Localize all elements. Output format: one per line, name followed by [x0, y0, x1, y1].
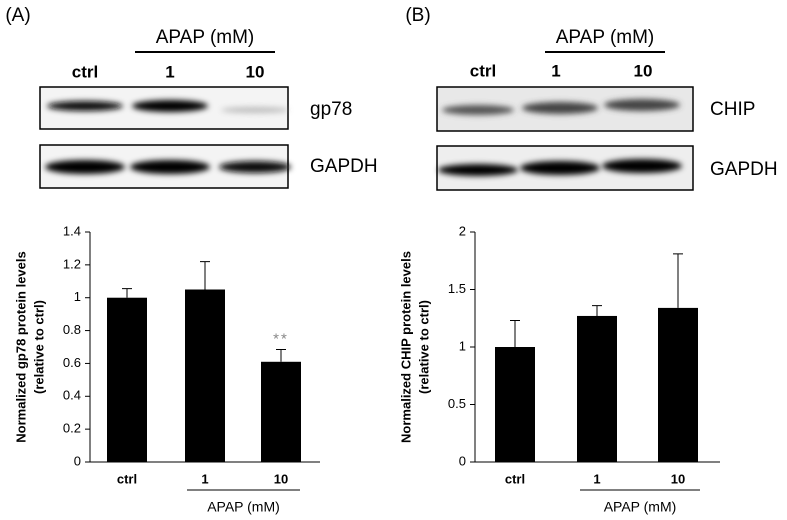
panel-label: (B): [405, 5, 430, 26]
x-tick-label: 1: [593, 471, 600, 486]
bar: [495, 347, 535, 462]
y-tick-label: 0.5: [448, 396, 466, 411]
lane-label: 1: [165, 62, 174, 81]
group-label: APAP (mM): [604, 499, 677, 515]
y-tick-label: 2: [459, 223, 466, 238]
bar: [658, 307, 698, 462]
y-tick-label: 0.4: [63, 388, 81, 403]
lane-label: 1: [551, 61, 560, 80]
y-tick-label: 0.8: [63, 322, 81, 337]
y-tick-label: 0: [459, 453, 466, 468]
y-tick-label: 0: [74, 453, 81, 468]
blot-b: [436, 86, 694, 191]
x-tick-label: ctrl: [117, 471, 137, 486]
bar: [261, 361, 301, 462]
lane-label: ctrl: [470, 61, 496, 80]
group-label: APAP (mM): [207, 499, 280, 515]
error-bar: [276, 348, 286, 362]
y-tick-label: 1.5: [448, 281, 466, 296]
treatment-label: APAP (mM): [156, 27, 255, 48]
bar: [107, 297, 147, 462]
bar: [185, 289, 225, 462]
significance: **: [273, 330, 289, 347]
lane-label: ctrl: [72, 62, 98, 81]
error-bar: [592, 305, 602, 316]
y-tick-label: 1: [459, 338, 466, 353]
y-axis-label: (relative to ctrl): [31, 300, 46, 394]
y-tick-label: 0.6: [63, 355, 81, 370]
bar: [577, 315, 617, 462]
band-label: gp78: [310, 99, 352, 120]
y-axis-label: Normalized gp78 protein levels: [13, 251, 28, 442]
y-axis-label: Normalized CHIP protein levels: [398, 251, 413, 443]
x-tick-label: 10: [671, 471, 685, 486]
x-tick-label: 1: [201, 471, 208, 486]
y-tick-label: 1.2: [63, 256, 81, 271]
lane-label: 10: [246, 62, 265, 81]
y-axis-label: (relative to ctrl): [416, 300, 431, 394]
y-tick-label: 1: [74, 289, 81, 304]
error-bar: [200, 261, 210, 290]
error-bar: [510, 320, 520, 347]
y-tick-label: 0.2: [63, 421, 81, 436]
y-tick-label: 1.4: [63, 223, 81, 238]
error-bar: [673, 253, 683, 308]
error-bar: [122, 288, 132, 298]
x-tick-label: 10: [274, 471, 288, 486]
treatment-label: APAP (mM): [556, 27, 655, 48]
band-label: CHIP: [710, 99, 755, 120]
band-label: GAPDH: [710, 159, 778, 180]
lane-label: 10: [634, 61, 653, 80]
blot-a: [39, 86, 291, 189]
band-label: GAPDH: [310, 156, 378, 177]
panel-label: (A): [5, 5, 30, 26]
x-tick-label: ctrl: [505, 471, 525, 486]
